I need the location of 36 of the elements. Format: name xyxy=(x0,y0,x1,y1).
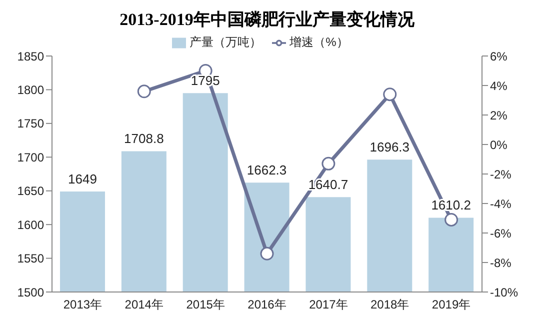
x-tick-label: 2018年 xyxy=(370,298,410,312)
point xyxy=(444,212,458,226)
y-tick-label: 1500 xyxy=(17,285,44,300)
legend-label: 增速（%） xyxy=(290,35,348,49)
y-tick-label: 1650 xyxy=(17,184,44,198)
point xyxy=(137,84,151,98)
y2-tick-label: 2% xyxy=(490,108,508,122)
y2-tick-label: -10% xyxy=(490,285,518,300)
y2-tick-label: 0% xyxy=(490,138,508,152)
x-tick-label: 2013年 xyxy=(63,298,102,312)
point xyxy=(383,88,397,102)
y-tick-label: 1700 xyxy=(17,150,44,164)
data-label: 1649 xyxy=(68,172,97,187)
y-tick-label: 1550 xyxy=(17,252,44,266)
y2-tick-label: -2% xyxy=(490,167,512,182)
y2-tick-label: 4% xyxy=(490,78,508,93)
y-tick-label: 1600 xyxy=(17,218,44,232)
chart-title: 2013-2019年中国磷肥行业产量变化情况 xyxy=(118,9,416,31)
x-tick-label: 2019年 xyxy=(432,298,471,312)
point xyxy=(260,246,274,260)
data-label: 1708.8 xyxy=(124,131,164,146)
y-tick-label: 1800 xyxy=(17,82,44,97)
y-tick-label: 1750 xyxy=(17,116,44,131)
legend-label: 产量（万吨） xyxy=(190,35,262,49)
x-tick-label: 2015年 xyxy=(186,298,225,312)
y-tick-label: 1850 xyxy=(17,49,44,64)
data-label: 1696.3 xyxy=(370,140,410,155)
x-tick-label: 2014年 xyxy=(124,298,164,312)
y2-tick-label: -4% xyxy=(490,196,512,211)
y2-tick-label: -6% xyxy=(490,226,512,240)
x-tick-label: 2017年 xyxy=(309,298,348,312)
y2-tick-label: 6% xyxy=(490,49,508,64)
y2-tick-label: -8% xyxy=(490,256,512,270)
x-tick-label: 2016年 xyxy=(248,298,286,312)
data-label: 1662.3 xyxy=(246,162,287,178)
point xyxy=(322,156,336,170)
